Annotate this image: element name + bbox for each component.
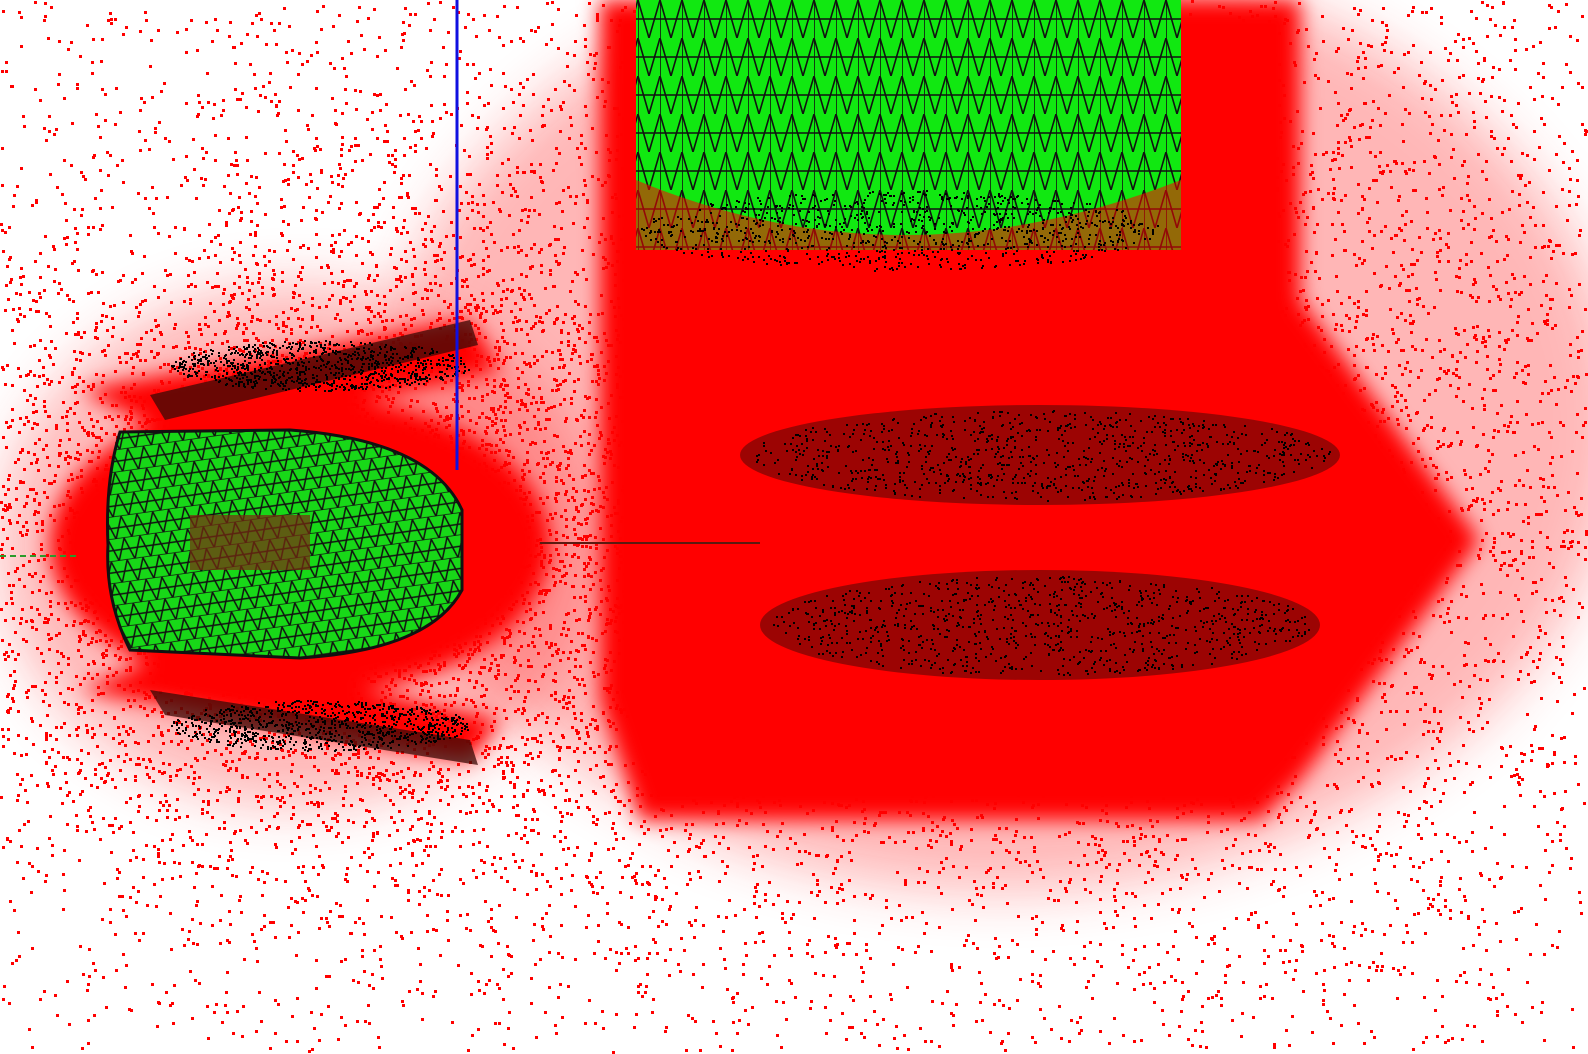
body-strut-upper bbox=[740, 405, 1340, 505]
page: {} html, body { margin: 0; padding: 0; w… bbox=[0, 0, 1588, 1054]
body: (() => { let s = 12345; const rnd = () =… bbox=[0, 0, 1588, 1054]
viewport bbox=[0, 0, 1588, 1054]
body-strut-lower bbox=[760, 570, 1320, 680]
cone-inner-feature bbox=[190, 515, 310, 570]
